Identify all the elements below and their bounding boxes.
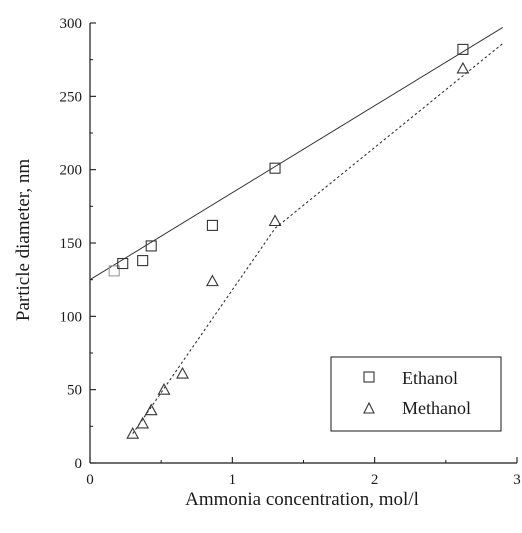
point-ethanol: [117, 257, 129, 270]
point-methanol: [456, 61, 470, 74]
x-tick-label: 3: [513, 472, 521, 488]
point-ethanol: [457, 43, 469, 55]
point-methanol: [157, 383, 171, 395]
legend-box: [330, 356, 502, 432]
point-ethanol: [137, 255, 149, 267]
legend-label-methanol: Methanol: [402, 398, 471, 418]
x-axis-title: Ammonia concentration, mol/l: [185, 489, 419, 510]
legend-label-ethanol: Ethanol: [402, 368, 458, 388]
point-methanol: [136, 416, 150, 429]
legend: Ethanol Methanol: [330, 356, 502, 432]
y-axis-title: Particle diameter, nm: [13, 159, 34, 321]
y-tick-label: 100: [60, 309, 83, 325]
y-tick-label: 300: [60, 16, 83, 32]
point-methanol: [126, 427, 140, 439]
legend-marker-ethanol: [363, 371, 375, 383]
point-methanol: [205, 274, 219, 287]
y-tick-label: 50: [67, 383, 82, 399]
point-ethanol: [269, 162, 281, 174]
fit-line-ethanol: [89, 26, 504, 281]
x-tick-label: 2: [371, 472, 379, 488]
point-methanol: [144, 403, 158, 416]
y-tick-label: 250: [60, 89, 83, 105]
point-methanol: [268, 214, 282, 227]
ticks: 0 1 2 3 0 50 100 150 200 250 300: [60, 16, 521, 488]
point-ethanol: [145, 240, 157, 252]
data-points: [108, 43, 470, 439]
point-ethanol: [108, 265, 120, 277]
fit-line-methanol: [132, 43, 504, 434]
x-tick-label: 0: [86, 472, 94, 488]
legend-marker-methanol: [363, 401, 375, 414]
y-tick-label: 200: [60, 163, 83, 179]
x-tick-label: 1: [229, 472, 237, 488]
point-methanol: [176, 366, 189, 379]
fit-lines: [89, 26, 504, 434]
point-ethanol: [206, 219, 218, 231]
y-tick-label: 0: [75, 456, 83, 472]
y-tick-label: 150: [60, 236, 83, 252]
